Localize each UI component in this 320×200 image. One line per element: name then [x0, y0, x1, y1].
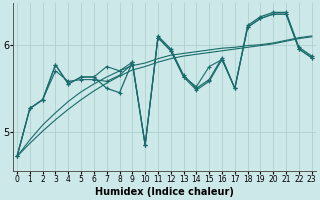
X-axis label: Humidex (Indice chaleur): Humidex (Indice chaleur)	[95, 187, 234, 197]
